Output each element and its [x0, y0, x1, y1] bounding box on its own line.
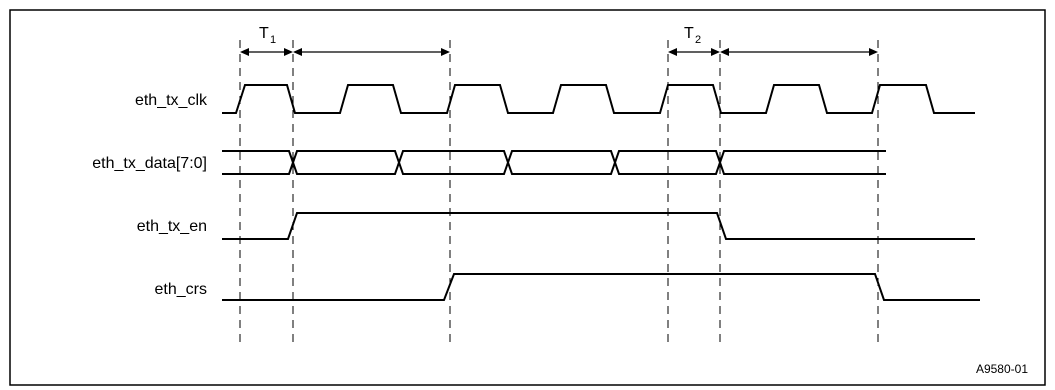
signal-label-eth-tx-clk: eth_tx_clk	[135, 92, 208, 109]
crs-waveform	[222, 273, 980, 301]
t1-label: T	[259, 25, 269, 42]
t2-arrow	[668, 48, 720, 56]
data-bus-waveform	[222, 150, 886, 175]
tx-en-waveform	[222, 212, 975, 240]
signal-label-eth-crs: eth_crs	[155, 281, 207, 298]
t1-subscript: 1	[270, 34, 276, 46]
signal-label-eth-tx-en: eth_tx_en	[137, 218, 207, 235]
diagram-frame	[9, 9, 1046, 386]
period-arrow-1	[293, 48, 450, 56]
t1-arrow	[240, 48, 293, 56]
figure-id: A9580-01	[976, 362, 1028, 376]
t2-subscript: 2	[695, 34, 701, 46]
signal-label-eth-tx-data: eth_tx_data[7:0]	[92, 155, 207, 172]
period-arrow-2	[720, 48, 878, 56]
t2-label: T	[684, 25, 694, 42]
clk-waveform	[222, 84, 975, 114]
